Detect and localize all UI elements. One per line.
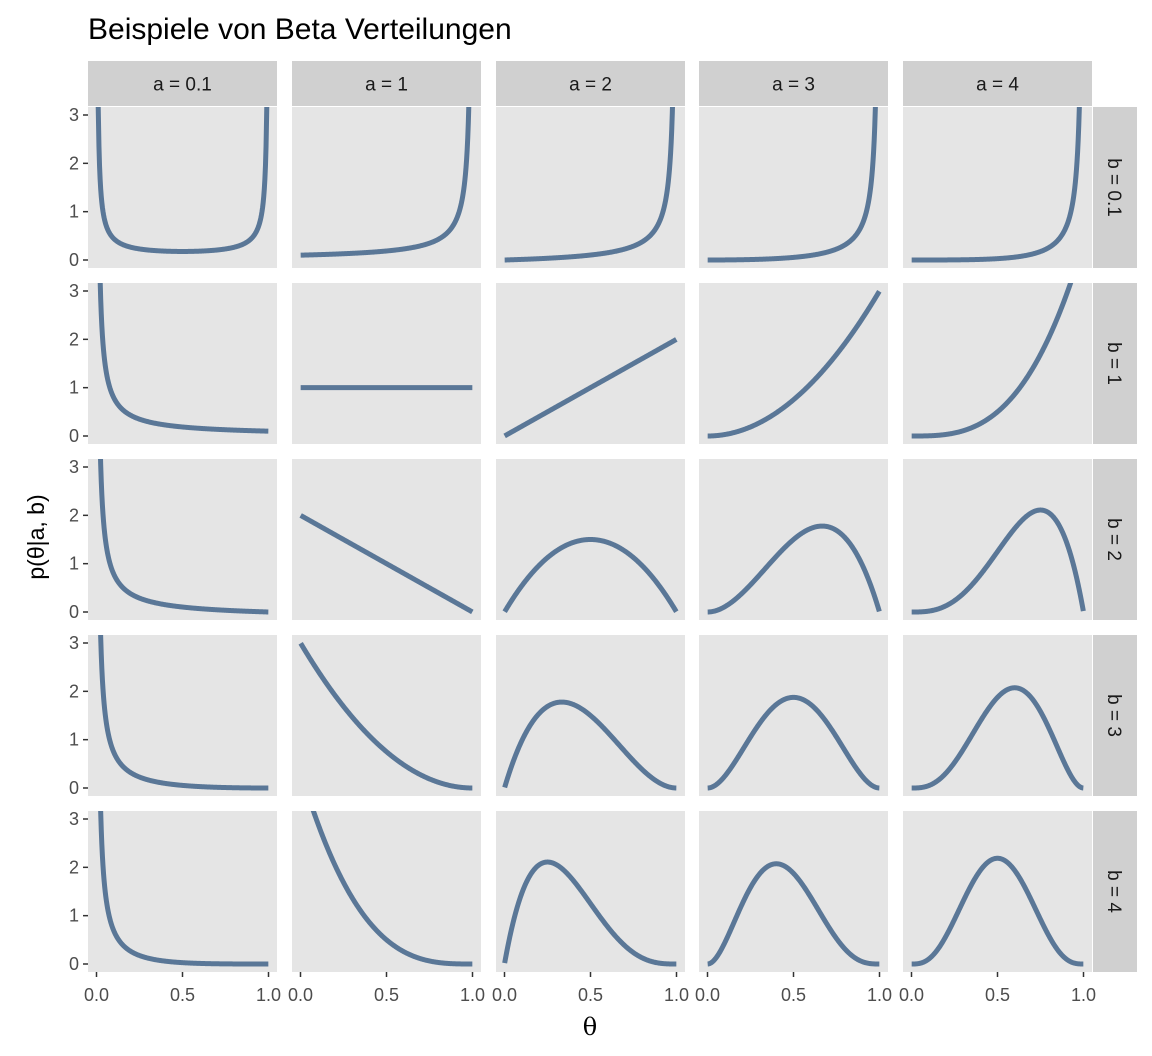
y-tick-label: 0 <box>69 602 79 622</box>
y-tick-label: 0 <box>69 778 79 798</box>
x-tick-label: 1.0 <box>256 985 281 1005</box>
row-strip-label: b = 3 <box>1103 694 1124 737</box>
y-tick-label: 1 <box>69 378 79 398</box>
y-tick-label: 3 <box>69 809 79 829</box>
x-tick-label: 0.0 <box>288 985 313 1005</box>
y-tick-label: 2 <box>69 153 79 173</box>
y-tick-label: 3 <box>69 457 79 477</box>
x-tick-label: 0.5 <box>781 985 806 1005</box>
column-strip-label: a = 4 <box>976 75 1019 96</box>
y-tick-label: 2 <box>69 329 79 349</box>
y-tick-label: 3 <box>69 633 79 653</box>
x-tick-label: 1.0 <box>1071 985 1096 1005</box>
y-tick-label: 2 <box>69 681 79 701</box>
y-tick-label: 3 <box>69 281 79 301</box>
x-axis-title: θ <box>583 1013 597 1041</box>
x-tick-label: 0.5 <box>170 985 195 1005</box>
y-tick-label: 1 <box>69 202 79 222</box>
panel-background <box>903 635 1092 796</box>
x-tick-label: 0.0 <box>84 985 109 1005</box>
column-strip-label: a = 0.1 <box>153 75 212 96</box>
y-tick-label: 0 <box>69 250 79 270</box>
panel-background <box>88 635 277 796</box>
facet-panels <box>88 86 1092 972</box>
y-tick-label: 3 <box>69 105 79 125</box>
y-tick-label: 1 <box>69 730 79 750</box>
x-tick-label: 0.5 <box>578 985 603 1005</box>
x-tick-label: 0.5 <box>374 985 399 1005</box>
panel-background <box>292 107 481 268</box>
x-tick-label: 0.5 <box>985 985 1010 1005</box>
panel-background <box>699 107 888 268</box>
y-tick-label: 0 <box>69 954 79 974</box>
row-strip-label: b = 1 <box>1103 342 1124 385</box>
x-tick-label: 0.0 <box>695 985 720 1005</box>
x-tick-label: 1.0 <box>460 985 485 1005</box>
panel-background <box>496 107 685 268</box>
y-tick-label: 1 <box>69 554 79 574</box>
x-tick-label: 1.0 <box>867 985 892 1005</box>
row-strip-label: b = 2 <box>1103 518 1124 561</box>
column-strip-label: a = 2 <box>569 75 612 96</box>
y-tick-label: 0 <box>69 426 79 446</box>
y-tick-label: 2 <box>69 857 79 877</box>
panel-background <box>292 283 481 444</box>
row-strip-label: b = 4 <box>1103 870 1124 913</box>
y-tick-label: 1 <box>69 906 79 926</box>
y-tick-label: 2 <box>69 505 79 525</box>
panel-background <box>699 811 888 972</box>
panel-background <box>496 283 685 444</box>
x-tick-label: 0.0 <box>492 985 517 1005</box>
column-strip-label: a = 3 <box>772 75 815 96</box>
panel-background <box>88 811 277 972</box>
x-tick-label: 0.0 <box>899 985 924 1005</box>
row-strip-label: b = 0.1 <box>1103 158 1124 217</box>
panel-background <box>88 459 277 620</box>
column-strip-label: a = 1 <box>365 75 408 96</box>
panel-background <box>292 459 481 620</box>
chart-title: Beispiele von Beta Verteilungen <box>88 13 512 46</box>
panel-background <box>903 107 1092 268</box>
y-axis-title: p(θ|a, b) <box>23 494 49 579</box>
panel-background <box>903 811 1092 972</box>
panel-background <box>699 283 888 444</box>
panel-background <box>292 635 481 796</box>
panel-background <box>88 283 277 444</box>
x-tick-label: 1.0 <box>664 985 689 1005</box>
